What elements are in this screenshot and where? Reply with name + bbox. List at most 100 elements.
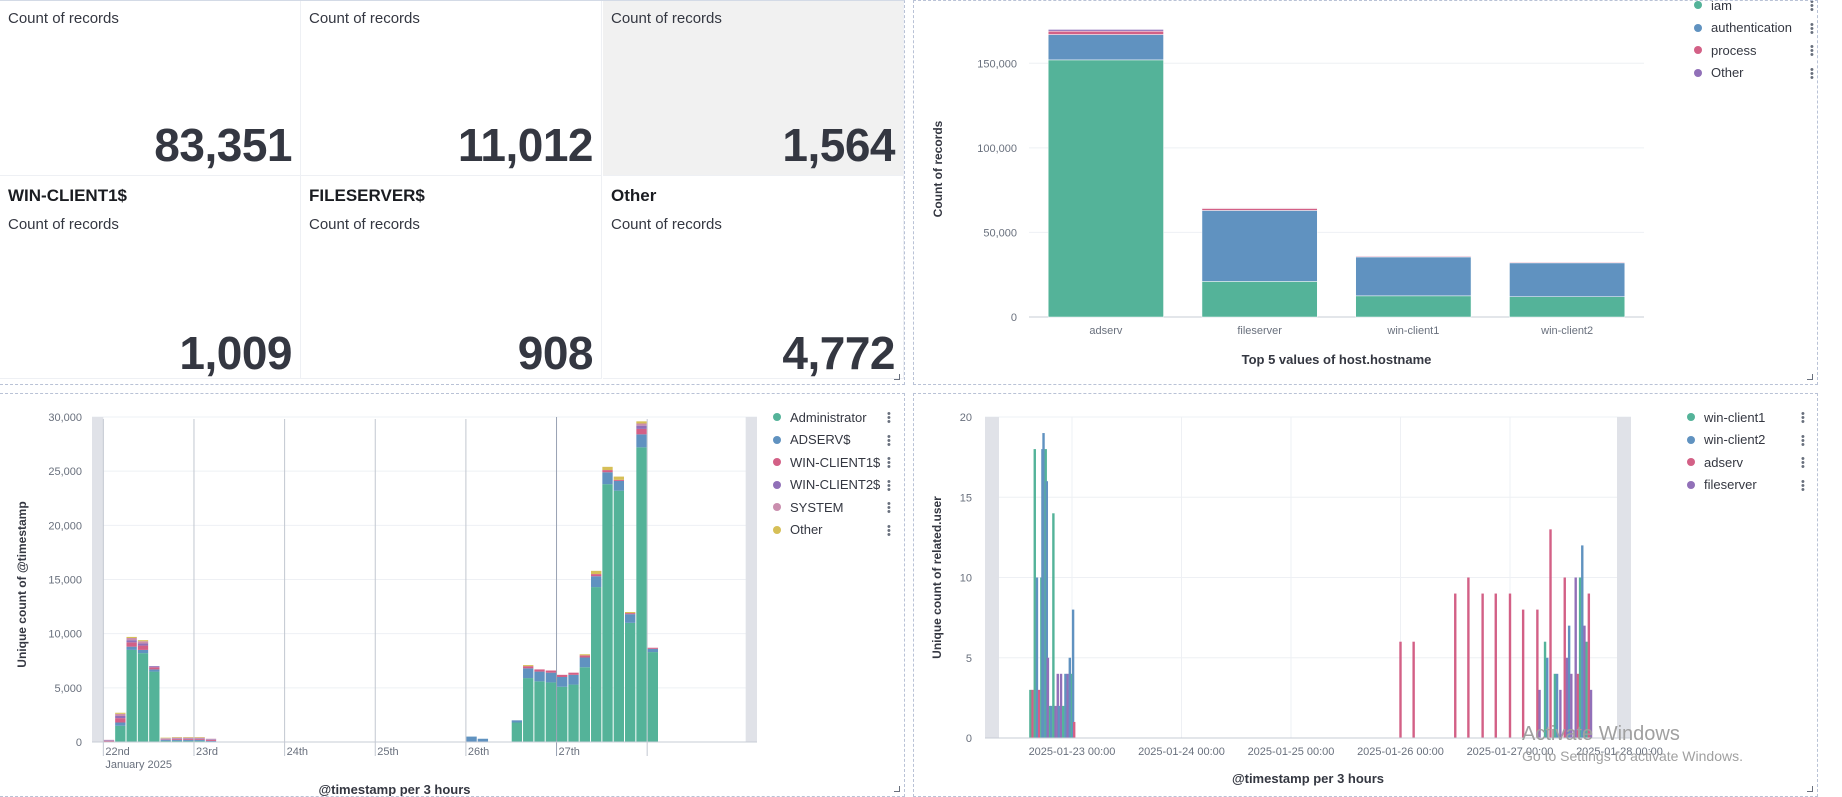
histogram-bar-segment [149, 669, 160, 672]
histogram-bar-segment [534, 681, 545, 742]
legend-menu-icon[interactable]: • • • [887, 520, 891, 541]
metric-value: 11,012 [457, 119, 594, 171]
legend-item[interactable]: adserv • • • [1687, 451, 1805, 474]
legend-item[interactable]: authentication • • • [1694, 17, 1814, 40]
legend-menu-icon[interactable]: • • • [887, 475, 891, 496]
histogram-bar-segment [171, 737, 183, 738]
user-count-bar [1581, 545, 1584, 738]
histogram-bar-segment [194, 737, 205, 738]
metric-cell[interactable]: FILESERVER$ Count of records 908 [301, 176, 602, 379]
legend-item[interactable]: iam • • • [1694, 0, 1814, 17]
histogram-bar-segment [137, 653, 149, 742]
metric-subtitle: Count of records [309, 10, 420, 27]
user-count-bar [1587, 593, 1591, 738]
legend-menu-icon[interactable]: • • • [1810, 0, 1814, 16]
y-tick-label: 20,000 [48, 520, 82, 532]
histogram-bar-segment [602, 472, 613, 485]
legend-item[interactable]: Other • • • [773, 519, 891, 542]
histogram-bar-segment [115, 718, 126, 723]
user-count-bar [1072, 721, 1076, 738]
histogram-bar-segment [568, 674, 579, 685]
histogram-bar-segment [126, 646, 137, 650]
user-count-bar [1042, 433, 1045, 738]
histogram-bar-segment [115, 725, 126, 742]
user-count-bar [1494, 593, 1497, 738]
resize-handle[interactable] [894, 374, 900, 380]
legend-menu-icon[interactable]: • • • [1801, 453, 1805, 473]
metric-cell[interactable]: Count of records 83,351 [0, 1, 301, 176]
metric-value: 83,351 [154, 119, 292, 171]
user-count-bar [1049, 705, 1053, 738]
y-tick-label: 50,000 [983, 227, 1017, 239]
legend-color-dot [773, 413, 781, 422]
legend-item[interactable]: win-client1 • • • [1687, 406, 1805, 429]
legend-color-dot [1694, 46, 1702, 55]
metric-value: 1,009 [179, 327, 292, 379]
histogram-bar-segment [103, 740, 115, 741]
legend-item[interactable]: ADSERV$ • • • [773, 429, 891, 452]
histogram-bar-segment [625, 613, 636, 615]
legend-item[interactable]: WIN-CLIENT2$ • • • [773, 474, 891, 497]
bar-segment [1355, 256, 1472, 297]
metric-cell[interactable]: Count of records 1,564 [603, 1, 904, 176]
timestamp-histogram: 0 5,000 10,000 15,000 20,000 25,000 30,000 22nd… [15, 412, 757, 796]
legend-item[interactable]: SYSTEM • • • [773, 496, 891, 519]
legend-menu-icon[interactable]: • • • [1810, 63, 1814, 84]
y-tick-label: 5 [966, 653, 972, 665]
legend-color-dot [1687, 435, 1695, 444]
user-count-bar [1045, 481, 1049, 738]
host-bar-chart-panel: 0 50,000 100,000 150,000 adserv fileserver win… [913, 0, 1818, 385]
legend-menu-icon[interactable]: • • • [1801, 408, 1805, 428]
user-count-bar [1555, 673, 1559, 738]
legend-menu-icon[interactable]: • • • [887, 408, 891, 428]
resize-handle[interactable] [894, 786, 900, 792]
legend-menu-icon[interactable]: • • • [1810, 41, 1814, 61]
timestamp-histogram-panel: 0 5,000 10,000 15,000 20,000 25,000 30,000 22nd… [0, 393, 905, 797]
legend-label: Other [1711, 65, 1744, 81]
histogram-bar-segment [194, 740, 205, 742]
histogram-bar-segment [160, 740, 171, 742]
metric-cell[interactable]: Count of records 11,012 [301, 1, 602, 176]
histogram-bar-segment [194, 737, 205, 739]
host-bar-chart: 0 50,000 100,000 150,000 adserv fileserver win… [931, 29, 1644, 367]
legend-item[interactable]: fileserver • • • [1687, 474, 1805, 497]
x-tick-label: 2025-01-23 00:00 [1029, 746, 1116, 758]
resize-handle[interactable] [1807, 374, 1813, 380]
user-count-bar [1578, 577, 1582, 738]
bar-segment [1047, 29, 1164, 32]
legend-menu-icon[interactable]: • • • [1801, 430, 1805, 451]
user-count-bar [1054, 705, 1057, 738]
legend-menu-icon[interactable]: • • • [1810, 18, 1814, 39]
legend-item[interactable]: process • • • [1694, 39, 1814, 62]
legend-menu-icon[interactable]: • • • [887, 430, 891, 451]
user-count-bar [1059, 673, 1063, 738]
legend-item[interactable]: win-client2 • • • [1687, 429, 1805, 452]
x-axis-title: @timestamp per 3 hours [1232, 771, 1384, 786]
histogram-bar-segment [115, 712, 126, 714]
legend-color-dot [773, 458, 781, 467]
legend-menu-icon[interactable]: • • • [887, 453, 891, 473]
legend-menu-icon[interactable]: • • • [1801, 475, 1805, 496]
histogram-bar-segment [115, 713, 126, 716]
user-count-bar [1549, 529, 1552, 738]
legend-item[interactable]: Administrator • • • [773, 406, 891, 429]
metric-cell[interactable]: Other Count of records 4,772 [603, 176, 904, 379]
legend-item[interactable]: WIN-CLIENT1$ • • • [773, 451, 891, 474]
resize-handle[interactable] [1807, 786, 1813, 792]
user-count-bar [1412, 641, 1415, 738]
metric-cell[interactable]: WIN-CLIENT1$ Count of records 1,009 [0, 176, 301, 379]
legend-item[interactable]: Other • • • [1694, 62, 1814, 85]
histogram-bar-segment [602, 484, 613, 742]
histogram-bar-segment [545, 672, 557, 683]
metric-title: FILESERVER$ [309, 186, 425, 205]
histogram-bar-segment [137, 643, 149, 646]
legend-label: Other [790, 522, 823, 538]
histogram-bar-segment [160, 738, 171, 740]
legend-label: WIN-CLIENT2$ [790, 477, 881, 493]
bar-segment [1201, 207, 1318, 209]
histogram-bar-segment [557, 674, 568, 677]
legend-menu-icon[interactable]: • • • [887, 498, 891, 518]
y-tick-label: 10,000 [48, 629, 82, 641]
activate-windows-hint: Go to Settings to activate Windows. [1522, 748, 1743, 764]
legend-label: fileserver [1704, 477, 1757, 493]
